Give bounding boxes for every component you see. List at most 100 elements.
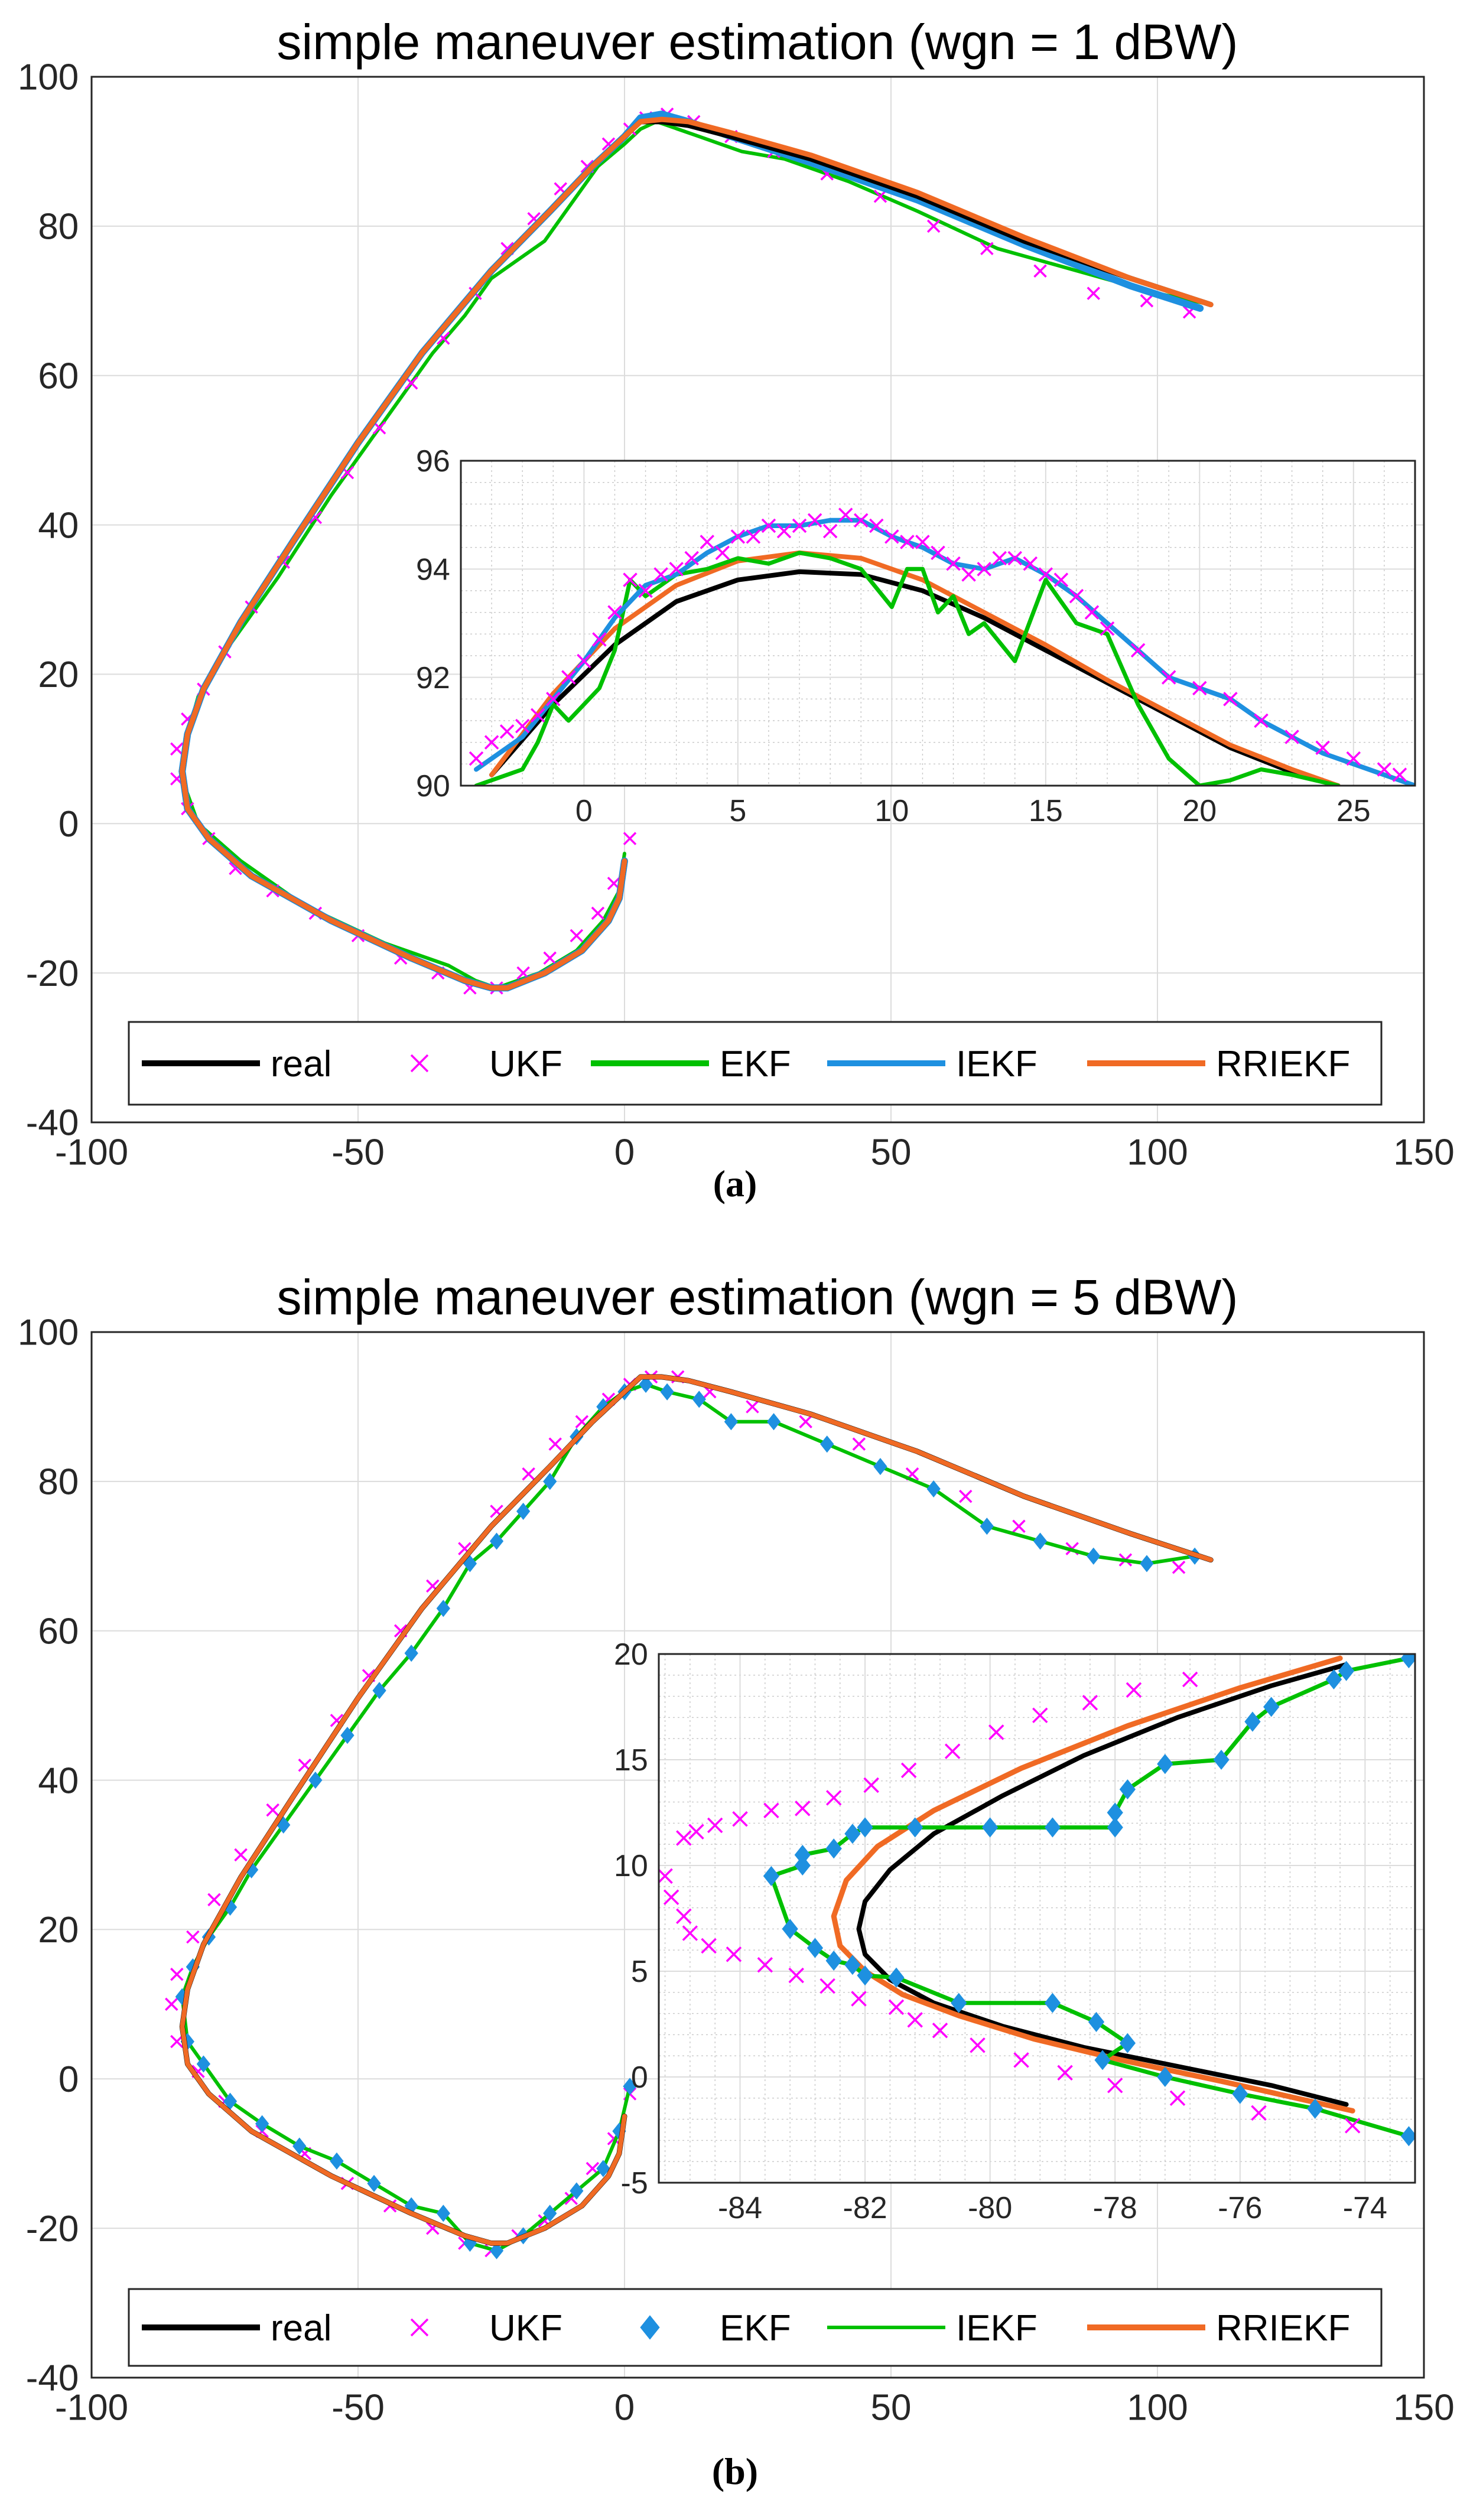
chart-b-inset-ticks: -84 -82 -80 -78 -76 -74 -5 0 5 10 15 20 <box>614 1637 1387 2225</box>
chart-b-inset-ekf-marker <box>1338 1661 1355 1681</box>
chart-b-inset-ukf-marker <box>663 1889 679 1905</box>
chart-b-y-tick-label: 100 <box>18 1313 79 1353</box>
chart-a-inset-ukf-marker <box>869 518 884 533</box>
chart-b-inset-ukf-marker <box>732 1811 748 1827</box>
chart-b-ekf-marker <box>660 1383 674 1401</box>
chart-b-ekf-marker <box>255 2115 269 2132</box>
chart-a-inset-x-tick-label: 25 <box>1336 794 1371 828</box>
chart-b-inset-ekf-marker <box>1107 1817 1123 1838</box>
chart-b-inset-ukf-marker <box>757 1957 773 1973</box>
chart-b-inset-ekf-marker <box>1157 2066 1173 2088</box>
chart-a-y-tick-label: 40 <box>38 505 79 546</box>
chart-a-y-tick-label: -40 <box>26 1103 79 1144</box>
chart-b-inset-ukf-marker <box>676 1830 692 1846</box>
chart-b-inset-ekf-marker <box>1044 1992 1061 2013</box>
chart-b-inset-ekf-marker <box>1400 1654 1415 1669</box>
chart-a-x-tick-label: -50 <box>331 1132 385 1173</box>
chart-a-inset-rriekf-line <box>489 550 1341 786</box>
chart-a-series <box>170 107 1214 995</box>
chart-a-inset-ukf-marker <box>607 605 622 620</box>
chart-b-ukf-marker <box>548 1437 562 1451</box>
panel-b: simple maneuver estimation (wgn = 5 dBW)… <box>18 1269 1455 2492</box>
chart-b-inset-ukf-marker <box>1057 2065 1073 2081</box>
chart-b-ekf-marker <box>196 2055 211 2073</box>
chart-b-inset-ekf-marker <box>1263 1697 1280 1717</box>
chart-a-inset-ukf-marker <box>946 556 961 571</box>
chart-a-inset-ukf-marker <box>854 513 869 528</box>
chart-b-inset-ukf-marker <box>1126 1682 1142 1698</box>
chart-b-inset-x-tick-label: -76 <box>1218 2191 1262 2225</box>
chart-b-inset-ekf-marker <box>907 1817 923 1838</box>
chart-b-y-tick-label: 0 <box>58 2059 79 2100</box>
chart-b-inset-ekf-marker <box>825 1951 842 1971</box>
chart-a-inset-x-tick-label: 10 <box>874 794 909 828</box>
chart-a-inset-ukf-marker <box>531 708 545 723</box>
chart-a-inset-ukf-marker <box>1284 730 1299 744</box>
chart-b-ukf-marker <box>266 1803 279 1817</box>
chart-b-y-tick-label: 60 <box>38 1611 79 1652</box>
chart-b-inset-ukf-marker <box>888 1999 905 2016</box>
chart-a-ukf-marker <box>926 219 941 233</box>
chart-a-inset-ukf-marker <box>700 535 715 549</box>
chart-b-inset-ukf-marker <box>701 1938 717 1954</box>
chart-a-ukf-marker <box>591 906 605 920</box>
chart-b-inset-ekf-marker <box>1088 2011 1105 2032</box>
chart-b-inset-rriekf-line <box>831 1655 1355 2114</box>
chart-b-y-tick-label: -20 <box>26 2209 79 2249</box>
chart-b-x-tick-label: -50 <box>331 2387 385 2428</box>
chart-b-ekf-marker <box>980 1518 994 1535</box>
chart-b-ekf-marker <box>516 1502 531 1520</box>
chart-b-inset-x-tick-label: -82 <box>843 2191 887 2225</box>
chart-a-inset-ukf-marker <box>484 735 499 750</box>
chart-a-inset-y-tick-label: 96 <box>416 444 450 478</box>
chart-b-ekf-marker <box>766 1413 781 1431</box>
chart-b-inset-ukf-marker <box>659 1868 673 1884</box>
chart-a-inset-y-tick-label: 94 <box>416 553 450 587</box>
chart-b-ukf-marker <box>1012 1519 1026 1533</box>
chart-b-inset-ukf-marker <box>1251 2105 1267 2121</box>
chart-a-inset-ukf-marker <box>561 670 576 685</box>
chart-a-inset: 0 5 10 15 20 25 90 92 94 96 <box>416 444 1416 828</box>
chart-a-inset-x-tick-label: 0 <box>575 794 593 828</box>
chart-b-ekf-marker <box>1087 1547 1101 1565</box>
chart-b-inset-ukf-marker <box>900 1762 917 1779</box>
chart-a-ukf-marker <box>1140 294 1154 308</box>
chart-b-inset-ekf-marker <box>1044 1817 1061 1838</box>
chart-b-ekf-marker <box>543 2205 557 2222</box>
chart-a-inset-ukf-marker <box>1377 762 1392 777</box>
chart-a-x-tick-label: -100 <box>55 1132 128 1173</box>
chart-b-ekf-marker <box>639 1375 653 1394</box>
chart-b-x-tick-label: 100 <box>1127 2387 1188 2428</box>
chart-b-ekf-marker <box>489 2242 504 2259</box>
chart-b-inset-ekf-marker <box>782 1919 798 1939</box>
chart-a-inset-ukf-marker <box>592 632 607 647</box>
chart-b-legend-ukf-label: UKF <box>489 2308 562 2349</box>
chart-a-inset-ukf-marker <box>1392 767 1407 782</box>
chart-b-rriekf-line <box>180 1374 1214 2246</box>
chart-a-inset-x-tick-label: 5 <box>729 794 746 828</box>
chart-a-ukf-marker <box>543 951 557 965</box>
chart-a-ukf-marker <box>170 742 184 756</box>
chart-b-inset-ukf-marker <box>907 2012 923 2028</box>
chart-b-y-tick-label: -40 <box>26 2358 79 2399</box>
chart-b-iekf-line <box>180 1382 1197 2253</box>
chart-b-inset-ukf-marker <box>676 1908 692 1925</box>
chart-b-inset-x-tick-label: -84 <box>718 2191 762 2225</box>
chart-b-inset-ekf-marker <box>763 1865 780 1886</box>
chart-a-inset-ukf-marker <box>792 518 807 533</box>
chart-a-legend-rriekf-label: RRIEKF <box>1216 1044 1350 1085</box>
chart-a-inset-x-tick-label: 15 <box>1029 794 1063 828</box>
chart-b-inset-y-tick-label: 5 <box>631 1955 648 1989</box>
chart-b-inset-ukf-marker <box>819 1978 835 1994</box>
chart-a-x-tick-label: 100 <box>1127 1132 1188 1173</box>
chart-b-inset-ukf-marker <box>932 2023 948 2039</box>
chart-a-ukf-marker <box>570 929 584 943</box>
chart-b-inset-ukf-marker <box>988 1724 1004 1740</box>
chart-b-inset-ukf-marker <box>682 1925 698 1941</box>
chart-a-inset-ukf-marker <box>884 529 899 544</box>
chart-a-inset-ukf-marker <box>1192 681 1207 696</box>
chart-a-rriekf-line <box>179 116 1214 991</box>
chart-a-inset-ukf-marker <box>1007 551 1022 566</box>
chart-a-inset-ukf-marker <box>761 518 776 533</box>
